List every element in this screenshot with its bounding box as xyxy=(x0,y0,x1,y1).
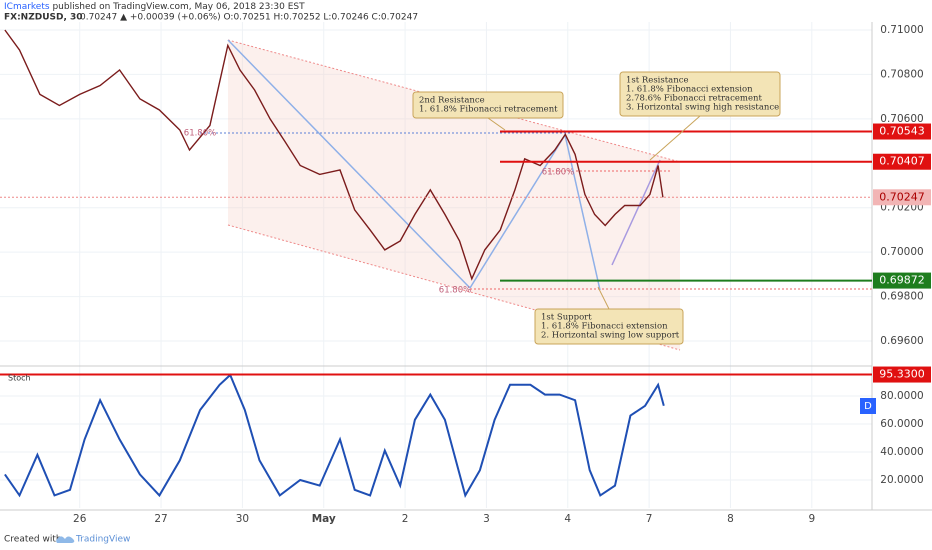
stoch-label: Stoch xyxy=(8,374,31,383)
y-tick-label: 0.70000 xyxy=(880,246,923,258)
callout xyxy=(619,71,781,117)
y-tick-label: 80.0000 xyxy=(880,390,923,402)
swing xyxy=(227,39,471,289)
stoch-line xyxy=(4,373,665,498)
level-label: 0.70247 xyxy=(879,190,925,203)
x-tick-label: 4 xyxy=(564,513,571,525)
callout-text: 1. 61.8% Fibonacci extension xyxy=(541,322,668,332)
y-tick-label: 0.69600 xyxy=(880,335,923,347)
channel xyxy=(228,40,680,350)
callout-text: 1. 61.8% Fibonacci extension xyxy=(626,85,753,95)
callout-text: 1st Resistance xyxy=(626,76,689,86)
callout-text: 2. Horizontal swing low support xyxy=(541,331,680,341)
quote: 0.70247 ▲ +0.00039 (+0.06%) O:0.70251 H:… xyxy=(80,13,418,23)
publisher: ICmarkets xyxy=(4,2,50,12)
callout xyxy=(412,91,564,119)
fib-label: 61.80% xyxy=(184,129,216,139)
y-tick-label: 40.0000 xyxy=(880,446,923,458)
level-label: 0.69872 xyxy=(879,274,925,287)
swing xyxy=(611,159,661,266)
callout-pointer xyxy=(597,286,610,310)
plot: 26 27 30 May 2 3 4 7 8 90.710000.708000.706000.70… xyxy=(0,24,931,525)
x-tick-label: 7 xyxy=(646,513,653,525)
footer-brand: TradingView xyxy=(75,535,130,545)
published: published on TradingView.com, May 06, 20… xyxy=(52,2,305,12)
swing-lines xyxy=(227,39,661,291)
header-line: ICmarkets published on TradingView.com, … xyxy=(4,2,305,12)
footer-created: Created with xyxy=(4,535,62,545)
y-tick-label: 0.70600 xyxy=(880,113,923,125)
x-tick-label: 2 xyxy=(402,513,409,525)
callout-pointer xyxy=(649,115,701,161)
level-tag xyxy=(873,272,931,289)
callout xyxy=(534,308,684,345)
price-line xyxy=(4,29,664,281)
level-tag xyxy=(873,153,931,170)
logo xyxy=(56,536,75,543)
level-tag xyxy=(873,189,931,206)
swing xyxy=(469,134,566,289)
fib-label: 61.80% xyxy=(439,286,471,296)
button[interactable] xyxy=(860,398,876,414)
y-tick-label: 0.69800 xyxy=(880,291,923,303)
y-tick-label: 20.0000 xyxy=(880,474,923,486)
symbol: FX:NZDUSD, 30 xyxy=(4,13,83,23)
callout-pointer xyxy=(487,117,506,131)
x-tick-label: 8 xyxy=(727,513,734,525)
fib-label: 61.80% xyxy=(542,168,574,178)
x-tick-label: 26 xyxy=(73,513,87,525)
x-tick-label: 27 xyxy=(154,513,167,525)
callout-text: 1st Support xyxy=(541,313,592,323)
y-tick-label: 0.70800 xyxy=(880,68,923,80)
callout-text: 1. 61.8% Fibonacci retracement xyxy=(419,105,558,115)
y-tick-label: 0.71000 xyxy=(880,24,923,36)
callout-text: 3. Horizontal swing high resistance xyxy=(626,103,779,113)
level-label: 0.70407 xyxy=(879,155,925,168)
button-label[interactable]: D xyxy=(864,401,872,412)
x-tick-label: May xyxy=(312,513,336,525)
callout-text: 2nd Resistance xyxy=(419,96,485,106)
x-tick-label: 30 xyxy=(236,513,249,525)
x-tick-label: 3 xyxy=(483,513,490,525)
level-tag xyxy=(873,366,931,383)
y-tick-label: 60.0000 xyxy=(880,418,923,430)
x-tick-label: 9 xyxy=(808,513,815,525)
level-label: 95.3300 xyxy=(879,368,925,381)
callout-text: 2.78.6% Fibonacci retracement xyxy=(626,94,762,104)
level-label: 0.70543 xyxy=(879,125,925,138)
level-tag xyxy=(873,123,931,140)
